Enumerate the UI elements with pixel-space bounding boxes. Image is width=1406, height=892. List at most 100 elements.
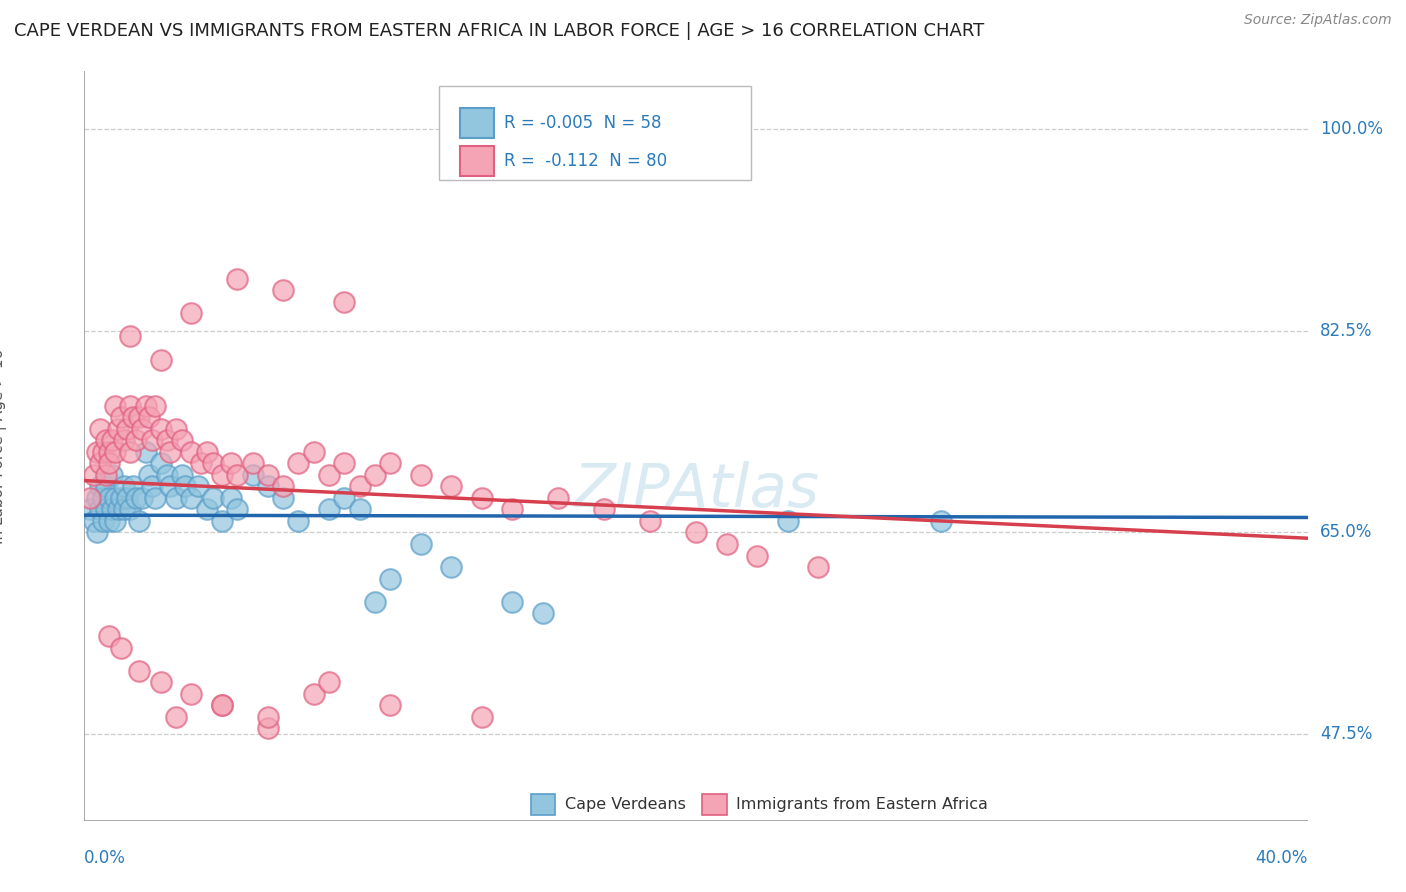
Point bbox=[128, 514, 150, 528]
Point bbox=[104, 444, 127, 458]
Point bbox=[257, 722, 280, 736]
Point bbox=[226, 502, 249, 516]
Point bbox=[271, 284, 294, 298]
Point bbox=[271, 491, 294, 505]
Point bbox=[141, 479, 163, 493]
Point bbox=[165, 422, 187, 436]
Point bbox=[104, 491, 127, 505]
Point bbox=[440, 560, 463, 574]
Point bbox=[471, 710, 494, 724]
Point bbox=[380, 572, 402, 586]
Point bbox=[257, 479, 280, 493]
Point bbox=[138, 410, 160, 425]
Point bbox=[318, 502, 340, 516]
Point bbox=[364, 594, 387, 608]
Point bbox=[104, 399, 127, 413]
Point bbox=[716, 537, 738, 551]
Point bbox=[97, 444, 120, 458]
Point bbox=[149, 422, 172, 436]
Point bbox=[349, 502, 371, 516]
Point bbox=[302, 687, 325, 701]
Point bbox=[172, 434, 194, 448]
Point bbox=[165, 710, 187, 724]
Point bbox=[257, 467, 280, 482]
Text: R =  -0.112  N = 80: R = -0.112 N = 80 bbox=[503, 152, 666, 169]
Point bbox=[318, 467, 340, 482]
Point bbox=[174, 479, 197, 493]
Point bbox=[172, 467, 194, 482]
Point bbox=[333, 294, 356, 309]
Text: 40.0%: 40.0% bbox=[1256, 849, 1308, 867]
Point bbox=[86, 444, 108, 458]
Point bbox=[138, 467, 160, 482]
Point bbox=[83, 514, 105, 528]
Point bbox=[94, 434, 117, 448]
Text: Cape Verdeans: Cape Verdeans bbox=[565, 797, 686, 812]
Point bbox=[364, 467, 387, 482]
Point bbox=[287, 514, 309, 528]
Point bbox=[122, 410, 145, 425]
Point bbox=[547, 491, 569, 505]
Point bbox=[91, 444, 114, 458]
Point bbox=[128, 410, 150, 425]
Point bbox=[110, 640, 132, 655]
Point bbox=[471, 491, 494, 505]
Text: 65.0%: 65.0% bbox=[1320, 524, 1372, 541]
Point bbox=[143, 399, 166, 413]
Point bbox=[195, 444, 218, 458]
Point bbox=[89, 456, 111, 470]
Point bbox=[211, 467, 233, 482]
Point bbox=[120, 502, 142, 516]
Bar bbox=[702, 794, 727, 814]
Point bbox=[638, 514, 661, 528]
Point bbox=[131, 491, 153, 505]
Point bbox=[120, 444, 142, 458]
Point bbox=[89, 502, 111, 516]
Point bbox=[211, 698, 233, 713]
Point bbox=[107, 502, 129, 516]
Point bbox=[91, 491, 114, 505]
Point bbox=[201, 456, 224, 470]
Text: Source: ZipAtlas.com: Source: ZipAtlas.com bbox=[1244, 13, 1392, 28]
Point bbox=[135, 444, 157, 458]
Point bbox=[159, 444, 181, 458]
Point bbox=[201, 491, 224, 505]
Point bbox=[86, 525, 108, 540]
Point bbox=[125, 491, 148, 505]
Point bbox=[440, 479, 463, 493]
Point bbox=[131, 422, 153, 436]
Point bbox=[125, 434, 148, 448]
Point bbox=[101, 434, 124, 448]
Point bbox=[190, 456, 212, 470]
Point bbox=[101, 467, 124, 482]
Point bbox=[271, 479, 294, 493]
Point bbox=[94, 502, 117, 516]
Point bbox=[211, 514, 233, 528]
Bar bbox=[531, 794, 555, 814]
Point bbox=[333, 491, 356, 505]
Point bbox=[128, 664, 150, 678]
Point bbox=[409, 467, 432, 482]
Point bbox=[180, 687, 202, 701]
Bar bbox=[460, 145, 494, 176]
Point bbox=[318, 675, 340, 690]
Point bbox=[149, 675, 172, 690]
Point bbox=[97, 514, 120, 528]
Point bbox=[211, 698, 233, 713]
Point bbox=[89, 479, 111, 493]
Point bbox=[219, 491, 242, 505]
Point bbox=[97, 456, 120, 470]
Text: CAPE VERDEAN VS IMMIGRANTS FROM EASTERN AFRICA IN LABOR FORCE | AGE > 16 CORRELA: CAPE VERDEAN VS IMMIGRANTS FROM EASTERN … bbox=[14, 22, 984, 40]
Point bbox=[165, 491, 187, 505]
Point bbox=[110, 410, 132, 425]
Point bbox=[107, 422, 129, 436]
Text: R = -0.005  N = 58: R = -0.005 N = 58 bbox=[503, 114, 661, 132]
Point bbox=[110, 491, 132, 505]
Point bbox=[302, 444, 325, 458]
Point bbox=[531, 606, 554, 620]
Text: 100.0%: 100.0% bbox=[1320, 120, 1384, 138]
Point bbox=[186, 479, 208, 493]
Point bbox=[180, 306, 202, 320]
Point bbox=[94, 467, 117, 482]
Point bbox=[89, 422, 111, 436]
